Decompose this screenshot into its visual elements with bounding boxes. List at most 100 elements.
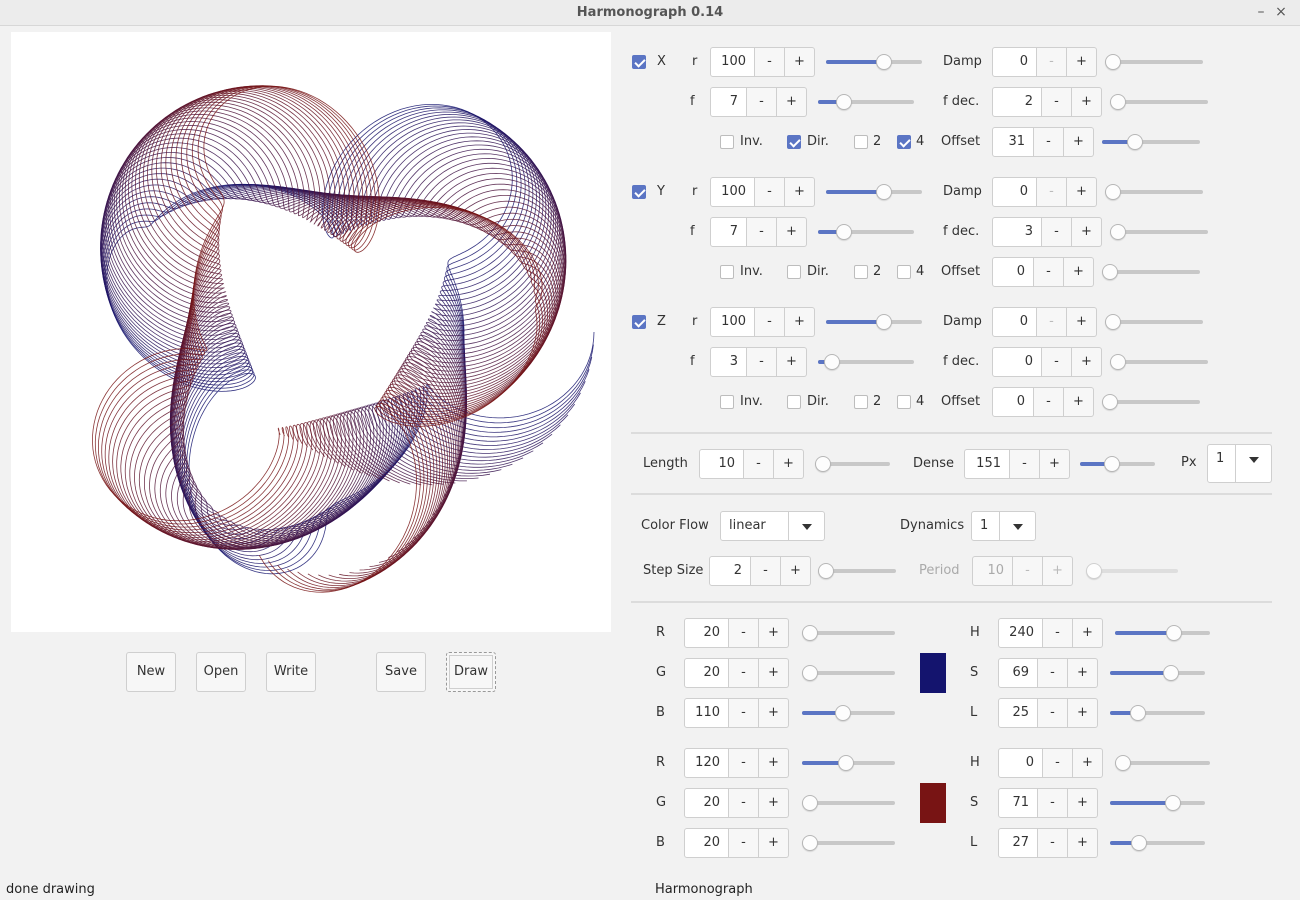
- color-1-r-spinner[interactable]: 20- +: [684, 618, 789, 648]
- axis-y-r-spinner-increment-button[interactable]: +: [785, 177, 815, 207]
- color-2-b-spinner[interactable]: 20- +: [684, 828, 789, 858]
- axis-x-f-spinner[interactable]: 7- +: [710, 87, 807, 117]
- step-size-spinner-value[interactable]: 2: [709, 556, 751, 586]
- color-2-l-spinner-value[interactable]: 27: [998, 828, 1038, 858]
- color-1-r-spinner-decrement-button[interactable]: -: [729, 618, 759, 648]
- period-spinner-decrement-button[interactable]: -: [1013, 556, 1043, 586]
- axis-z-damp-spinner-decrement-button[interactable]: -: [1037, 307, 1067, 337]
- axis-y-fdec-slider-handle[interactable]: [1110, 224, 1126, 240]
- axis-x-r-spinner-value[interactable]: 100: [710, 47, 755, 77]
- axis-y-damp-spinner-increment-button[interactable]: +: [1067, 177, 1097, 207]
- axis-x-f-slider-handle[interactable]: [835, 94, 852, 110]
- axis-z-four-checkbox[interactable]: [897, 395, 911, 409]
- color-2-l-slider[interactable]: [1110, 833, 1205, 853]
- length-slider-handle[interactable]: [815, 456, 831, 472]
- axis-z-offset-spinner-increment-button[interactable]: +: [1064, 387, 1094, 417]
- axis-y-four-checkbox[interactable]: [897, 265, 911, 279]
- new-button[interactable]: New: [126, 652, 176, 692]
- chevron-down-icon[interactable]: [1235, 445, 1271, 482]
- axis-y-enable-checkbox[interactable]: [632, 185, 646, 199]
- axis-x-fdec-slider[interactable]: [1110, 92, 1208, 112]
- axis-z-damp-spinner[interactable]: 0- +: [992, 307, 1097, 337]
- write-button[interactable]: Write: [266, 652, 316, 692]
- axis-y-dir-checkbox[interactable]: [787, 265, 801, 279]
- axis-y-fdec-slider[interactable]: [1110, 222, 1208, 242]
- color-1-g-slider-handle[interactable]: [802, 665, 818, 681]
- color-2-g-slider[interactable]: [802, 793, 895, 813]
- color-1-h-spinner-increment-button[interactable]: +: [1073, 618, 1103, 648]
- open-button[interactable]: Open: [196, 652, 246, 692]
- axis-y-offset-spinner[interactable]: 0- +: [992, 257, 1094, 287]
- axis-x-f-spinner-increment-button[interactable]: +: [777, 87, 807, 117]
- color-1-b-spinner-value[interactable]: 110: [684, 698, 729, 728]
- axis-z-offset-slider[interactable]: [1102, 392, 1200, 412]
- color-1-b-spinner-increment-button[interactable]: +: [759, 698, 789, 728]
- color-2-b-spinner-value[interactable]: 20: [684, 828, 729, 858]
- axis-y-f-spinner-value[interactable]: 7: [710, 217, 747, 247]
- color-2-s-spinner[interactable]: 71- +: [998, 788, 1098, 818]
- color-1-l-spinner-value[interactable]: 25: [998, 698, 1038, 728]
- period-spinner-increment-button[interactable]: +: [1043, 556, 1073, 586]
- axis-y-damp-spinner-decrement-button[interactable]: -: [1037, 177, 1067, 207]
- axis-x-fdec-spinner[interactable]: 2- +: [992, 87, 1102, 117]
- axis-y-f-slider[interactable]: [818, 222, 914, 242]
- axis-z-r-spinner-value[interactable]: 100: [710, 307, 755, 337]
- color-2-s-slider[interactable]: [1110, 793, 1205, 813]
- color-2-g-slider-handle[interactable]: [802, 795, 818, 811]
- dense-spinner-decrement-button[interactable]: -: [1010, 449, 1040, 479]
- color-1-h-spinner-decrement-button[interactable]: -: [1043, 618, 1073, 648]
- axis-x-f-spinner-decrement-button[interactable]: -: [747, 87, 777, 117]
- color-1-r-slider-handle[interactable]: [802, 625, 818, 641]
- axis-x-r-spinner-decrement-button[interactable]: -: [755, 47, 785, 77]
- dense-spinner-value[interactable]: 151: [964, 449, 1010, 479]
- axis-x-fdec-spinner-decrement-button[interactable]: -: [1042, 87, 1072, 117]
- axis-y-f-slider-handle[interactable]: [835, 224, 852, 240]
- axis-y-r-spinner-decrement-button[interactable]: -: [755, 177, 785, 207]
- color-1-s-spinner-decrement-button[interactable]: -: [1038, 658, 1068, 688]
- color-2-r-spinner[interactable]: 120- +: [684, 748, 789, 778]
- axis-z-damp-spinner-increment-button[interactable]: +: [1067, 307, 1097, 337]
- color-2-h-spinner[interactable]: 0- +: [998, 748, 1103, 778]
- axis-z-r-slider[interactable]: [826, 312, 922, 332]
- axis-x-four-checkbox[interactable]: [897, 135, 911, 149]
- step-size-spinner-increment-button[interactable]: +: [781, 556, 811, 586]
- color-2-h-slider[interactable]: [1115, 753, 1210, 773]
- axis-x-damp-spinner[interactable]: 0- +: [992, 47, 1097, 77]
- color-2-r-spinner-decrement-button[interactable]: -: [729, 748, 759, 778]
- color-1-b-spinner-decrement-button[interactable]: -: [729, 698, 759, 728]
- axis-y-f-spinner[interactable]: 7- +: [710, 217, 807, 247]
- length-spinner[interactable]: 10- +: [699, 449, 804, 479]
- axis-y-offset-slider[interactable]: [1102, 262, 1200, 282]
- color-1-r-spinner-increment-button[interactable]: +: [759, 618, 789, 648]
- color-2-g-spinner-increment-button[interactable]: +: [759, 788, 789, 818]
- axis-y-offset-spinner-increment-button[interactable]: +: [1064, 257, 1094, 287]
- color-1-b-slider-handle[interactable]: [835, 705, 852, 721]
- color-2-s-spinner-decrement-button[interactable]: -: [1038, 788, 1068, 818]
- axis-z-f-spinner-value[interactable]: 3: [710, 347, 747, 377]
- axis-z-f-slider-handle[interactable]: [824, 354, 841, 370]
- color-2-l-spinner[interactable]: 27- +: [998, 828, 1098, 858]
- axis-z-r-spinner-decrement-button[interactable]: -: [755, 307, 785, 337]
- color-1-l-spinner-increment-button[interactable]: +: [1068, 698, 1098, 728]
- axis-x-fdec-slider-handle[interactable]: [1110, 94, 1126, 110]
- step-size-slider[interactable]: [818, 561, 896, 581]
- color-2-b-slider[interactable]: [802, 833, 895, 853]
- axis-y-offset-spinner-value[interactable]: 0: [992, 257, 1034, 287]
- color-1-l-slider[interactable]: [1110, 703, 1205, 723]
- close-button[interactable]: ×: [1275, 4, 1287, 20]
- color-1-s-slider[interactable]: [1110, 663, 1205, 683]
- color-1-l-spinner[interactable]: 25- +: [998, 698, 1098, 728]
- axis-x-inv-checkbox[interactable]: [720, 135, 734, 149]
- axis-z-fdec-slider-handle[interactable]: [1110, 354, 1126, 370]
- color-2-h-slider-handle[interactable]: [1115, 755, 1131, 771]
- color-1-g-slider[interactable]: [802, 663, 895, 683]
- axis-x-dir-checkbox[interactable]: [787, 135, 801, 149]
- axis-x-r-spinner[interactable]: 100- +: [710, 47, 815, 77]
- axis-y-fdec-spinner[interactable]: 3- +: [992, 217, 1102, 247]
- axis-y-offset-spinner-decrement-button[interactable]: -: [1034, 257, 1064, 287]
- color-1-r-spinner-value[interactable]: 20: [684, 618, 729, 648]
- length-spinner-decrement-button[interactable]: -: [744, 449, 774, 479]
- chevron-down-icon[interactable]: [788, 512, 824, 540]
- axis-x-offset-spinner-increment-button[interactable]: +: [1064, 127, 1094, 157]
- color-1-s-spinner-value[interactable]: 69: [998, 658, 1038, 688]
